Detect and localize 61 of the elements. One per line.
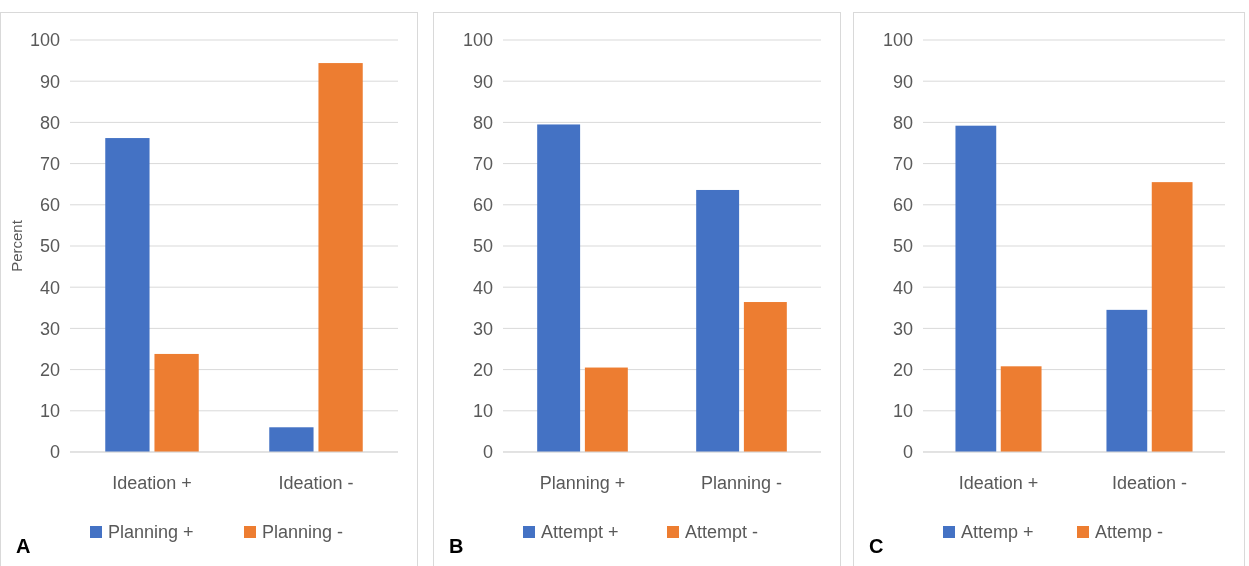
text: B	[449, 535, 464, 557]
y-tick-label: 0	[482, 442, 493, 463]
y-tick-label: 20	[892, 359, 913, 380]
bar	[1000, 366, 1042, 452]
y-tick-label: 40	[472, 277, 493, 298]
y-tick-label: 50	[39, 236, 60, 257]
y-tick-label: 0	[49, 442, 60, 463]
y-tick-label: 20	[472, 359, 493, 380]
legend-label: Planning -	[262, 522, 344, 543]
legend-label: Attemp -	[1095, 522, 1164, 543]
x-tick-label: Ideation -	[278, 473, 354, 493]
y-tick-label: 0	[902, 442, 913, 463]
bar	[584, 367, 628, 452]
x-tick-label: Ideation -	[1111, 473, 1188, 493]
bar	[743, 302, 787, 452]
y-tick-label: 70	[39, 153, 60, 174]
bar	[1151, 182, 1193, 452]
y-tick-label: 70	[892, 153, 913, 174]
y-tick-label: 80	[39, 112, 60, 133]
y-tick-label: 50	[472, 236, 493, 257]
legend-label: Planning +	[108, 522, 194, 543]
y-tick-label: 80	[472, 112, 493, 133]
y-tick-label: 80	[892, 112, 913, 133]
y-tick-label: 100	[462, 30, 493, 51]
text: C	[869, 535, 884, 557]
bar	[154, 353, 199, 452]
y-tick-label: 100	[882, 30, 913, 51]
y-tick-label: 40	[892, 277, 913, 298]
y-tick-label: 70	[472, 153, 493, 174]
y-tick-label: 60	[472, 195, 493, 216]
y-tick-label: 90	[892, 71, 913, 92]
y-tick-label: 90	[472, 71, 493, 92]
bar	[269, 427, 314, 452]
y-tick-label: 20	[39, 359, 60, 380]
bar	[318, 63, 363, 452]
y-tick-label: 10	[892, 401, 913, 422]
y-tick-label: 100	[29, 30, 60, 51]
bar	[696, 189, 740, 452]
y-tick-label: 30	[892, 318, 913, 339]
x-tick-label: Planning -	[700, 473, 783, 493]
y-tick-label: 10	[39, 401, 60, 422]
y-tick-label: 10	[472, 401, 493, 422]
bar	[105, 138, 150, 452]
y-axis-title: Percent	[8, 219, 25, 272]
bar	[955, 125, 997, 452]
x-tick-label: Ideation +	[958, 473, 1039, 493]
legend-label: Attempt -	[685, 522, 759, 543]
y-tick-label: 30	[472, 318, 493, 339]
legend-label: Attemp +	[961, 522, 1034, 543]
text: A	[16, 535, 31, 557]
y-tick-label: 50	[892, 236, 913, 257]
y-tick-label: 60	[892, 195, 913, 216]
legend-label: Attempt +	[541, 522, 619, 543]
y-tick-label: 60	[39, 195, 60, 216]
y-tick-label: 90	[39, 71, 60, 92]
bar	[537, 124, 581, 452]
y-tick-label: 40	[39, 277, 60, 298]
bar	[1106, 309, 1148, 452]
x-tick-label: Ideation +	[112, 473, 192, 493]
y-tick-label: 30	[39, 318, 60, 339]
x-tick-label: Planning +	[539, 473, 626, 493]
